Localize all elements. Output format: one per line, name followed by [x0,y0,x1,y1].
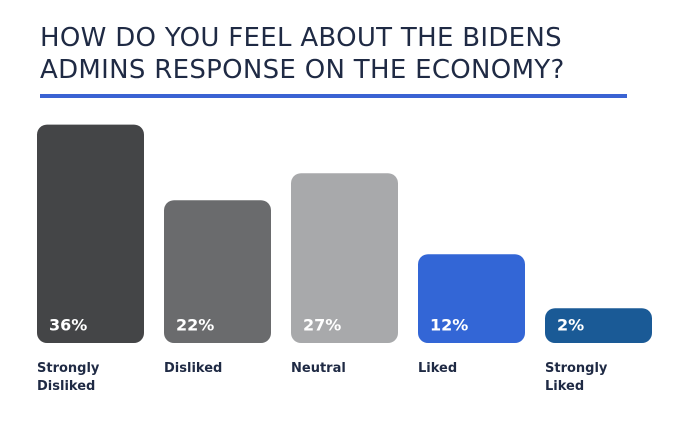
category-label: Strongly Disliked [37,361,100,394]
bar [545,308,652,343]
category-label: Neutral [291,361,346,376]
title-underline [40,94,627,98]
value-label: 27% [303,316,341,335]
value-label: 22% [176,316,214,335]
category-label: Liked [418,361,458,376]
bar [164,200,271,343]
value-label: 12% [430,316,468,335]
bar [291,173,398,343]
bar [418,254,525,343]
value-label: 2% [557,316,584,335]
category-label: Disliked [164,361,223,376]
chart-title: HOW DO YOU FEEL ABOUT THE BIDENS ADMINS … [40,23,565,85]
category-label: Strongly Liked [545,361,608,394]
bar [37,124,144,343]
value-label: 36% [49,316,87,335]
